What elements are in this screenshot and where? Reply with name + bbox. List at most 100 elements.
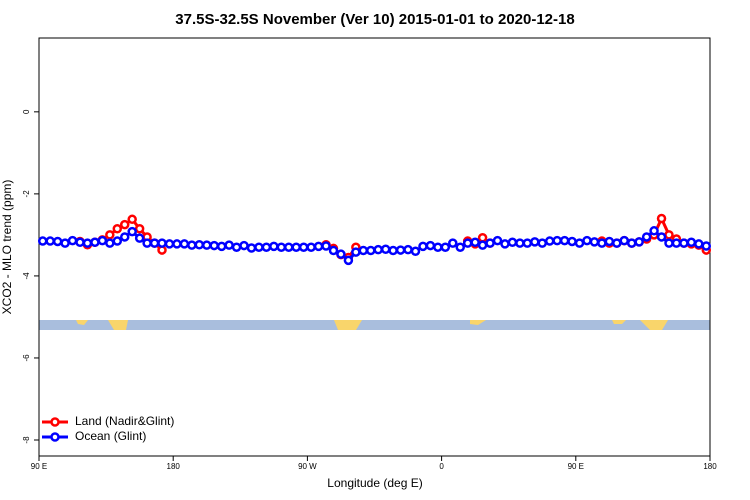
data-point [298, 242, 309, 252]
data-point [649, 226, 659, 236]
data-point [351, 247, 361, 257]
data-point [202, 240, 212, 250]
data-point [366, 245, 376, 256]
data-point [462, 238, 473, 248]
data-point [552, 235, 562, 246]
data-point [75, 237, 85, 248]
data-point [149, 238, 160, 248]
x-tick-label: 90 E [31, 462, 47, 471]
data-point [634, 237, 644, 247]
data-point [187, 240, 197, 250]
map-strip [39, 320, 710, 330]
data-point [52, 236, 63, 247]
data-point [142, 238, 152, 248]
data-point [418, 241, 428, 252]
data-point [284, 242, 294, 252]
data-point [641, 232, 652, 242]
data-point [470, 237, 480, 248]
data-point [410, 246, 421, 257]
data-point [492, 235, 503, 246]
data-point [403, 244, 413, 255]
legend-marker [50, 417, 60, 427]
x-tick-label: 90 E [568, 462, 584, 471]
data-point [380, 244, 391, 255]
data-point [589, 237, 600, 247]
x-tick-label: 180 [167, 462, 181, 471]
data-point [336, 249, 346, 259]
data-point [664, 230, 674, 240]
data-point [537, 238, 547, 248]
data-point [373, 244, 383, 255]
data-point [559, 235, 570, 246]
data-point [254, 242, 264, 252]
data-point [455, 242, 465, 252]
data-point [224, 240, 234, 250]
data-point [597, 238, 607, 248]
data-point [291, 242, 301, 252]
y-tick-label: -2 [22, 190, 31, 198]
data-point [119, 232, 130, 242]
data-point [477, 240, 488, 250]
data-point [567, 236, 577, 247]
data-point [231, 242, 242, 252]
legend-marker [50, 432, 60, 442]
data-point [172, 239, 182, 249]
data-point [194, 239, 205, 250]
data-point [671, 238, 682, 248]
data-point [694, 239, 704, 249]
data-point [664, 238, 674, 248]
data-point [656, 213, 667, 224]
data-point [45, 236, 55, 246]
data-point [306, 242, 316, 252]
data-point [619, 235, 630, 246]
data-point [574, 238, 585, 248]
data-point [485, 238, 495, 248]
data-point [321, 241, 331, 251]
data-point [246, 243, 257, 253]
data-point [425, 240, 436, 251]
data-point [60, 238, 70, 248]
data-point [112, 236, 123, 246]
x-tick-label: 180 [703, 462, 717, 471]
data-point [604, 236, 615, 247]
data-point [507, 237, 518, 248]
data-point [157, 238, 167, 248]
y-tick-label: -4 [22, 272, 31, 280]
data-point [90, 237, 100, 248]
data-point [328, 245, 339, 256]
y-tick-label: -8 [22, 436, 31, 444]
data-point [358, 245, 369, 256]
data-point [269, 241, 279, 252]
data-point [477, 233, 488, 243]
data-point [112, 223, 123, 234]
data-point [37, 236, 48, 246]
data-point [701, 241, 712, 251]
data-point [216, 241, 227, 252]
y-axis-label: XCO2 - MLO trend (ppm) [0, 180, 14, 315]
data-point [530, 237, 540, 247]
data-point [276, 242, 287, 252]
data-point [313, 241, 324, 252]
data-point [261, 242, 272, 252]
data-point [179, 239, 190, 249]
data-point [105, 230, 115, 240]
data-point [612, 238, 622, 248]
data-point [127, 214, 137, 225]
data-point [239, 240, 249, 251]
legend-label: Ocean (Glint) [75, 429, 146, 443]
data-point [500, 239, 510, 249]
data-point [440, 242, 451, 252]
data-point [582, 235, 592, 246]
data-point [515, 238, 525, 248]
data-point [209, 240, 219, 251]
data-point [134, 233, 145, 243]
data-point [82, 238, 93, 248]
data-point [388, 245, 398, 256]
data-point [544, 236, 555, 246]
data-point [626, 238, 637, 248]
y-tick-label: 0 [22, 109, 31, 114]
x-tick-label: 90 W [298, 462, 317, 471]
data-point [105, 238, 115, 248]
data-point [134, 223, 145, 234]
